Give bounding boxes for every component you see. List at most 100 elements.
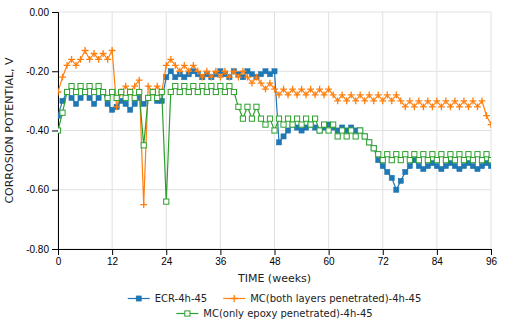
point [69,83,74,88]
chart: ECR-4h-45MC(both layers penetrated)-4h-4… [0,0,509,325]
point-group [290,122,295,127]
point [69,95,74,100]
x-tick-mark [275,249,276,255]
point [280,86,287,93]
point [335,134,340,139]
point-group [195,89,200,94]
point [194,68,201,75]
point [416,158,421,163]
point [96,95,101,100]
x-axis: 01224364860728496 [56,249,498,267]
point-group [69,95,74,100]
point-group [172,62,179,69]
y-tick: -0.20 [26,66,58,77]
point [200,83,205,88]
point-group [164,199,169,204]
point [316,86,323,93]
point [123,95,128,100]
point [104,56,111,63]
point-group [466,152,471,157]
point-group [285,92,292,99]
point [362,134,367,139]
point-group [213,89,218,94]
point-group [190,62,197,69]
point-group [96,83,101,88]
point [474,103,481,110]
point-group [194,68,201,75]
series-area [58,47,491,208]
point-group [208,74,215,81]
point-group [158,89,165,96]
point [385,169,390,174]
point [136,77,143,84]
point-group [442,97,449,104]
point [285,116,290,121]
point-group [290,122,295,127]
point [109,47,116,54]
point [150,89,155,94]
point-group [389,175,394,180]
point [213,89,218,94]
point [258,116,263,121]
point-group [348,92,355,99]
point-group [101,89,106,94]
point [376,152,381,157]
point-group [141,101,146,106]
point [105,95,110,100]
point-group [176,68,183,75]
point-group [330,92,337,99]
grid [58,12,491,249]
point [73,89,78,94]
point [308,122,313,127]
x-tick-mark [491,249,492,255]
point-group [231,89,236,94]
point [158,89,165,96]
point-group [137,89,142,94]
point [447,103,454,110]
legend-item: ECR-4h-45 [128,293,208,304]
point [389,175,394,180]
point-group [465,103,472,110]
point [379,97,386,104]
point-group [181,62,188,69]
point [272,69,277,74]
legend-marker [231,295,238,302]
point-group [191,83,196,88]
point [380,163,385,168]
point [249,80,256,87]
point-group [78,83,83,88]
point-group [96,95,101,100]
point-group [353,134,358,139]
point-group [424,97,431,104]
point-group [150,89,155,94]
point-group [488,121,491,128]
point-group [285,116,290,121]
point-group [280,86,287,93]
x-tick-label: 84 [432,256,444,267]
grid-line-y [58,189,491,190]
point [122,83,129,90]
point-group [425,158,430,163]
point-group [403,152,408,157]
point-group [298,86,305,93]
point-group [349,128,354,133]
point-group [91,50,98,57]
point [204,89,209,94]
point-group [276,116,281,121]
point [389,158,394,163]
point-group [122,83,129,90]
point-group [384,92,391,99]
point-group [352,97,359,104]
point-group [371,146,376,151]
point [349,128,354,133]
point [113,103,120,110]
point-group [221,68,228,75]
series [58,47,491,208]
point [227,83,232,88]
point-group [82,89,87,94]
point-group [285,128,290,133]
point [475,152,480,157]
point [96,83,101,88]
point [140,201,147,208]
point [361,97,368,104]
